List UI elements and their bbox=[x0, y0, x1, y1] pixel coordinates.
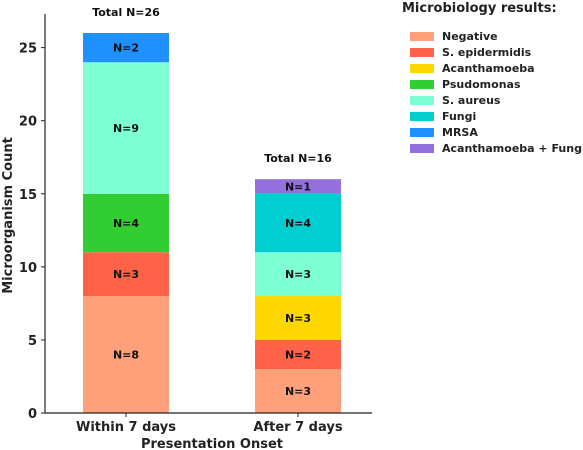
legend-label: Acanthamoeba + Fungi bbox=[442, 142, 583, 155]
y-tick-label: 25 bbox=[19, 42, 37, 57]
legend: Microbiology results: Negative S. epiderm… bbox=[402, 1, 583, 155]
x-tick-label: After 7 days bbox=[253, 420, 342, 435]
legend-label: Fungi bbox=[442, 110, 476, 123]
segment-label: N=3 bbox=[285, 268, 311, 281]
total-label: Total N=26 bbox=[92, 6, 160, 19]
segment-label: N=3 bbox=[113, 268, 139, 281]
legend-label: Negative bbox=[442, 30, 498, 43]
y-tick-label: 20 bbox=[19, 115, 37, 130]
bar-segment bbox=[255, 369, 341, 413]
legend-label: S. aureus bbox=[442, 94, 501, 107]
legend-swatch bbox=[410, 112, 434, 121]
legend-swatch bbox=[410, 144, 434, 153]
segment-label: N=1 bbox=[285, 180, 311, 193]
y-tick-label: 15 bbox=[19, 188, 37, 203]
legend-label: S. epidermidis bbox=[442, 46, 532, 59]
y-tick-label: 10 bbox=[19, 261, 37, 276]
bar-segment bbox=[83, 62, 169, 194]
legend-swatch bbox=[410, 80, 434, 89]
segment-label: N=4 bbox=[285, 217, 311, 230]
legend-swatch bbox=[410, 48, 434, 57]
total-label: Total N=16 bbox=[264, 152, 332, 165]
bar-segment bbox=[255, 252, 341, 297]
legend-label: Psudomonas bbox=[442, 78, 521, 91]
y-tick-label: 5 bbox=[28, 334, 37, 349]
segment-label: N=2 bbox=[285, 349, 311, 362]
bar-segment bbox=[83, 296, 169, 413]
bar-segment bbox=[83, 252, 169, 297]
x-tick-label: Within 7 days bbox=[76, 420, 176, 435]
segment-label: N=9 bbox=[113, 122, 139, 135]
bar-segment bbox=[83, 193, 169, 253]
segment-label: N=2 bbox=[113, 42, 139, 55]
segment-label: N=3 bbox=[285, 385, 311, 398]
legend-swatch bbox=[410, 96, 434, 105]
legend-swatch bbox=[410, 32, 434, 41]
bars-group: N=8 N=3 N=4 N=9 N=2 Total N=26 N=3 N=2 N=3 N=3 N=4… bbox=[83, 6, 341, 413]
segment-label: N=3 bbox=[285, 312, 311, 325]
axes-group: 0 5 10 15 20 25 Within 7 days After 7 days bbox=[19, 14, 372, 435]
bar-segment bbox=[255, 296, 341, 340]
segment-label: N=8 bbox=[113, 349, 139, 362]
legend-swatch bbox=[410, 128, 434, 137]
segment-label: N=4 bbox=[113, 217, 139, 230]
legend-swatch bbox=[410, 64, 434, 73]
bar-segment bbox=[255, 339, 341, 370]
y-tick-label: 0 bbox=[28, 407, 37, 422]
legend-label: Acanthamoeba bbox=[442, 62, 535, 75]
legend-title: Microbiology results: bbox=[402, 1, 557, 16]
bar-segment bbox=[255, 193, 341, 253]
bar-segment bbox=[83, 33, 169, 63]
bar-segment bbox=[255, 179, 341, 194]
y-axis-title: Microorganism Count bbox=[1, 137, 16, 294]
x-axis-title: Presentation Onset bbox=[141, 437, 283, 450]
legend-label: MRSA bbox=[442, 126, 478, 139]
